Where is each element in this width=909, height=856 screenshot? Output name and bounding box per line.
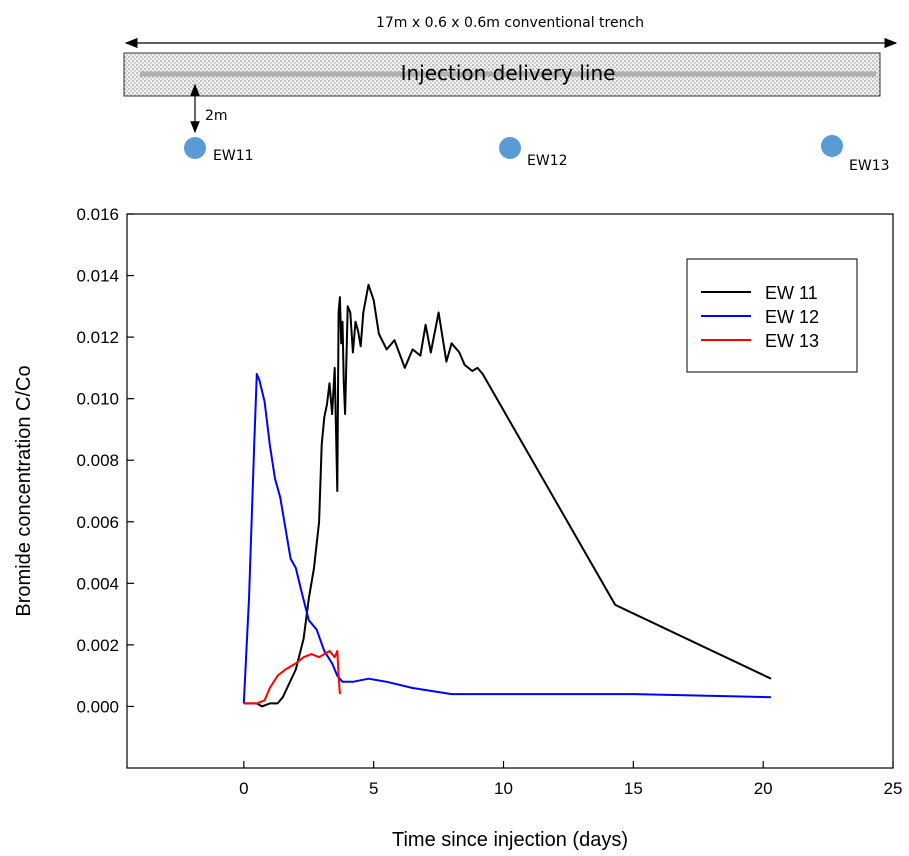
x-tick-label: 0	[239, 779, 248, 798]
y-axis-label: Bromide concentration C/Co	[13, 365, 35, 616]
well-ew13-label: EW13	[849, 158, 890, 174]
y-tick-label: 0.008	[76, 451, 119, 470]
x-axis-ticks: 0 5 10 15 20 25	[239, 761, 902, 798]
delivery-line-label: Injection delivery line	[401, 61, 616, 85]
series-layer	[242, 283, 772, 708]
y-tick-label: 0.006	[76, 513, 119, 532]
trench-diagram: 17m x 0.6 x 0.6m conventional trench Inj…	[123, 15, 898, 174]
series-line-ew11	[243, 283, 772, 708]
x-tick-label: 10	[494, 779, 513, 798]
well-ew12-label: EW12	[527, 153, 568, 169]
x-tick-label: 15	[624, 779, 643, 798]
y-tick-label: 0.012	[76, 328, 119, 347]
x-tick-label: 5	[369, 779, 378, 798]
y-tick-label: 0.014	[76, 267, 119, 286]
legend-label-ew11: EW 11	[765, 283, 818, 303]
well-ew11-label: EW11	[213, 148, 254, 164]
plot-frame	[126, 213, 894, 769]
legend-label-ew12: EW 12	[765, 307, 819, 327]
y-tick-label: 0.004	[76, 574, 119, 593]
y-tick-label: 0.016	[76, 205, 119, 224]
legend: EW 11 EW 12 EW 13	[686, 258, 858, 373]
well-ew11-marker	[184, 137, 206, 159]
well-ew12-marker	[499, 137, 521, 159]
series-line-ew12	[242, 373, 772, 704]
legend-label-ew13: EW 13	[765, 331, 819, 351]
well-ew13-marker	[821, 135, 843, 157]
x-tick-label: 20	[754, 779, 773, 798]
chart: 0.000 0.002 0.004 0.006 0.008 0.010 0.012 0.014…	[13, 205, 902, 851]
x-tick-label: 25	[884, 779, 903, 798]
x-axis-label: Time since injection (days)	[392, 829, 628, 851]
y-tick-label: 0.000	[76, 697, 119, 716]
offset-label: 2m	[205, 108, 228, 124]
y-tick-label: 0.002	[76, 636, 119, 655]
y-tick-label: 0.010	[76, 390, 119, 409]
series-line-ew13	[243, 650, 341, 705]
y-axis-ticks: 0.000 0.002 0.004 0.006 0.008 0.010 0.012 0.014…	[76, 205, 134, 716]
trench-label: 17m x 0.6 x 0.6m conventional trench	[376, 15, 644, 31]
